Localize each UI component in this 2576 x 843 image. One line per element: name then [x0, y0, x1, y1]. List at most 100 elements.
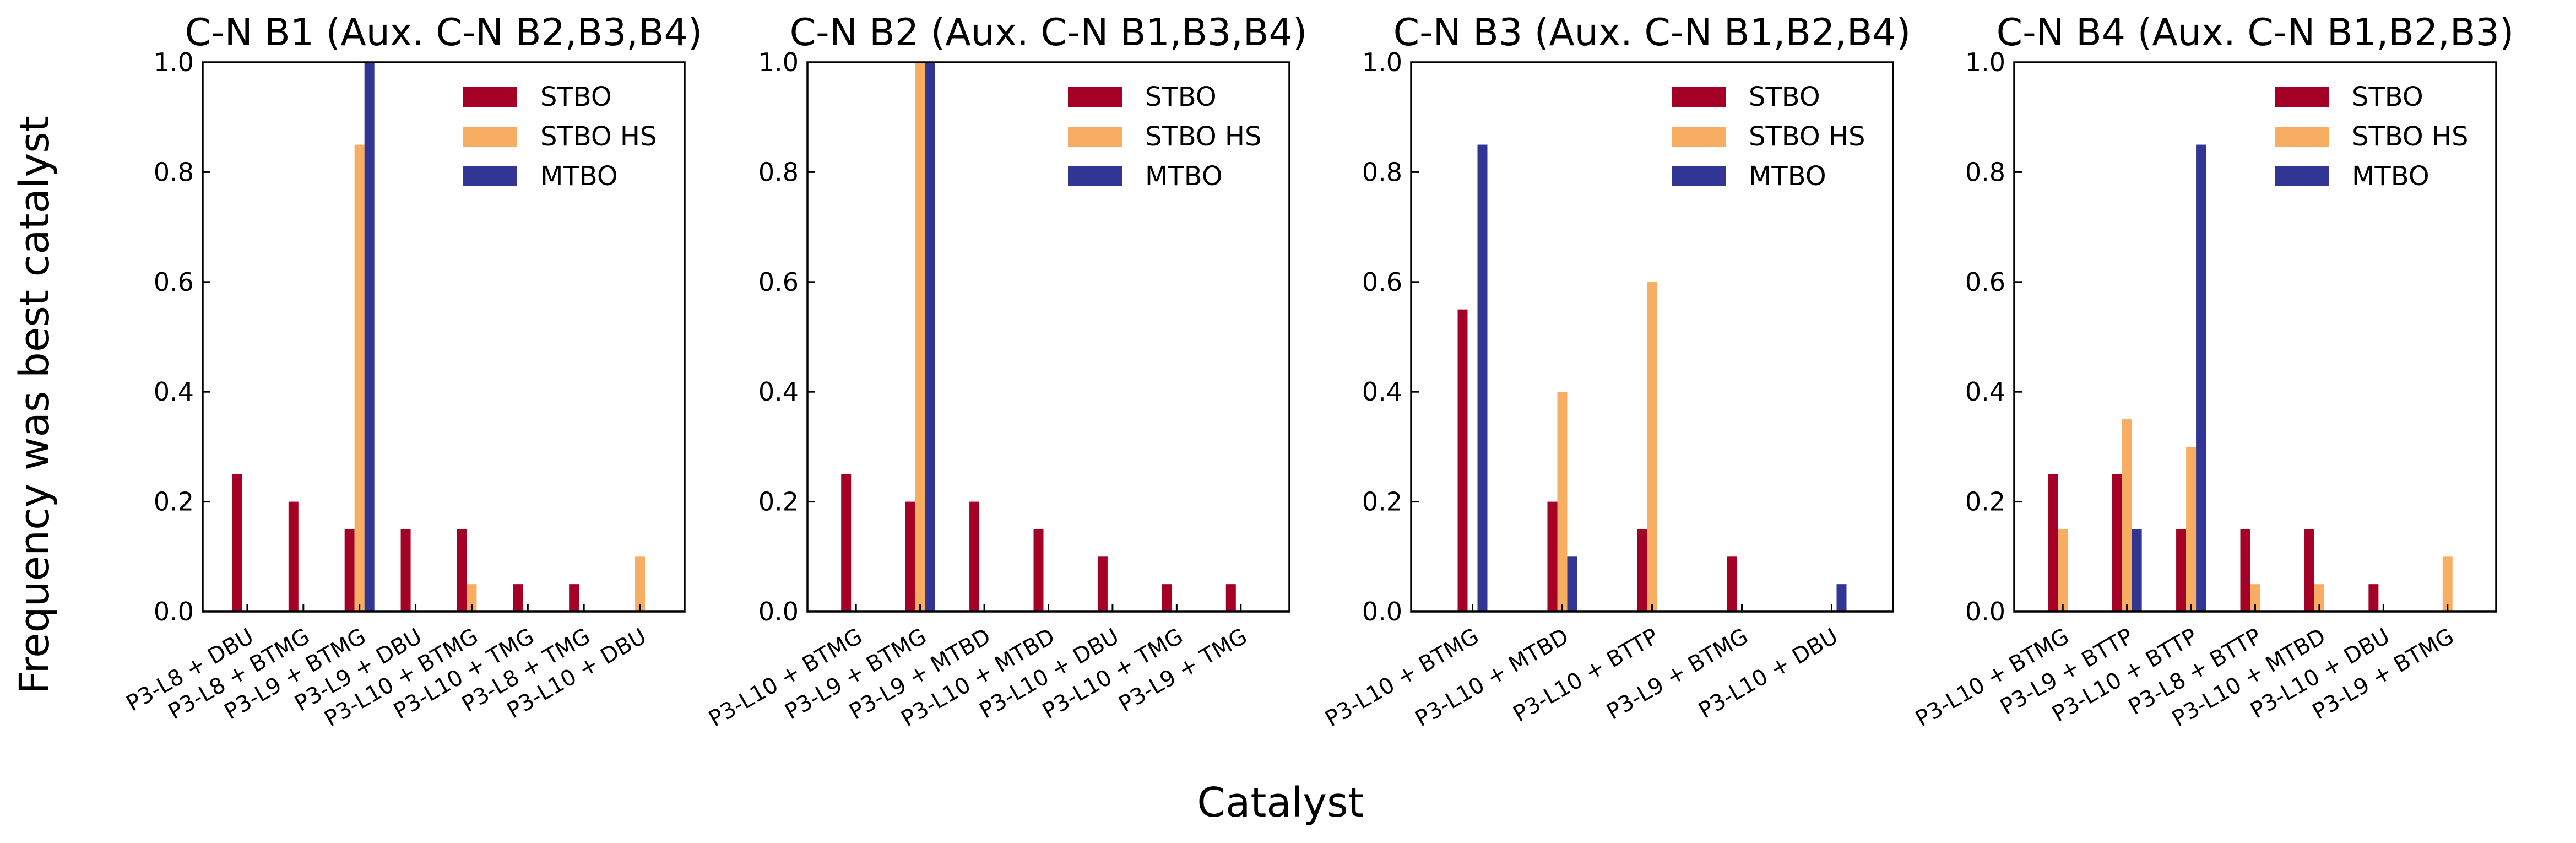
legend-label: MTBO [2352, 161, 2429, 192]
legend-label: STBO HS [1749, 121, 1865, 152]
y-tick-label: 0.2 [1965, 487, 2005, 517]
bar-stbo-hs [2250, 584, 2260, 612]
bar-stbo-hs [467, 584, 477, 612]
bar-stbo-hs [354, 144, 365, 612]
plot-frame [1410, 61, 1894, 613]
legend-swatch [2275, 166, 2329, 186]
bar-stbo [841, 474, 852, 612]
legend: STBO STBO HS MTBO [2275, 82, 2468, 192]
y-tick-label: 0.4 [154, 377, 194, 407]
legend-swatch [463, 127, 517, 147]
bar-stbo [1097, 556, 1108, 612]
legend-label: STBO [1749, 82, 1820, 112]
plot-frame [806, 61, 1290, 613]
bar-mtbo [1477, 144, 1488, 612]
plot-frame [202, 61, 686, 613]
bar-stbo [344, 529, 355, 612]
y-tick-label: 0.0 [154, 597, 194, 626]
legend-swatch [1068, 166, 1122, 186]
bar-stbo [969, 501, 980, 612]
bar-mtbo [1836, 584, 1847, 612]
bar-stbo [2304, 529, 2314, 612]
y-tick-label: 1.0 [154, 47, 194, 77]
bar-stbo-hs [2314, 584, 2324, 612]
y-tick-label: 0.8 [154, 157, 194, 187]
y-tick-label: 0.6 [1362, 267, 1402, 297]
y-tick-label: 0.6 [154, 267, 194, 297]
legend-label: STBO HS [1145, 121, 1261, 152]
y-tick-label: 0.2 [758, 487, 799, 517]
legend-label: STBO [1145, 82, 1217, 112]
bar-stbo-hs [635, 556, 646, 612]
chart-title: C-N B1 (Aux. C-N B2,B3,B4) [185, 11, 703, 55]
bar-mtbo [1567, 556, 1577, 612]
y-tick-label: 0.0 [758, 597, 799, 626]
y-tick-label: 0.4 [1362, 377, 1402, 407]
bar-stbo [569, 584, 579, 612]
bar-stbo-hs [2442, 556, 2453, 612]
bar-stbo [2368, 584, 2379, 612]
y-tick-label: 1.0 [1965, 47, 2005, 77]
bar-stbo-hs [1557, 392, 1568, 612]
bar-stbo [1547, 501, 1558, 612]
y-tick-label: 0.6 [758, 267, 799, 297]
bar-stbo [232, 474, 242, 612]
bar-mtbo [2132, 529, 2142, 612]
legend-label: MTBO [1749, 161, 1826, 192]
bar-stbo-hs [2186, 446, 2197, 612]
chart-title: C-N B3 (Aux. C-N B1,B2,B4) [1393, 11, 1911, 55]
legend-swatch [1672, 127, 1726, 147]
bar-mtbo [2196, 144, 2206, 612]
bar-stbo [1457, 309, 1468, 612]
bar-stbo [457, 529, 467, 612]
bar-stbo [1033, 529, 1044, 612]
y-tick-label: 1.0 [758, 47, 799, 77]
legend-swatch [463, 87, 517, 107]
y-tick-label: 0.8 [1965, 157, 2005, 187]
legend-swatch [1672, 166, 1726, 186]
bar-stbo [1162, 584, 1172, 612]
legend-swatch [463, 166, 517, 186]
legend-swatch [2275, 87, 2329, 107]
bar-stbo [2240, 529, 2250, 612]
bar-stbo [2112, 474, 2122, 612]
bar-stbo [1225, 584, 1236, 612]
y-tick-label: 0.2 [1362, 487, 1402, 517]
legend: STBO STBO HS MTBO [463, 82, 657, 192]
bar-mtbo [364, 62, 375, 612]
y-tick-label: 0.6 [1965, 267, 2005, 297]
legend-swatch [1068, 127, 1122, 147]
y-tick-label: 0.0 [1362, 597, 1402, 626]
bar-stbo [513, 584, 523, 612]
bar-stbo-hs [2058, 529, 2068, 612]
figure-x-axis-label: Catalyst [1197, 779, 1364, 826]
bar-stbo [2048, 474, 2058, 612]
legend-label: STBO HS [540, 121, 657, 152]
bar-stbo-hs [1647, 282, 1657, 612]
bar-stbo-hs [915, 62, 925, 612]
bar-stbo [288, 501, 299, 612]
chart-title: C-N B2 (Aux. C-N B1,B3,B4) [790, 11, 1308, 55]
legend-label: STBO [540, 82, 612, 112]
legend-label: MTBO [540, 161, 618, 192]
bar-stbo [905, 501, 915, 612]
legend-label: MTBO [1145, 161, 1223, 192]
legend-swatch [1068, 87, 1122, 107]
legend-swatch [1672, 87, 1726, 107]
bar-stbo [1727, 556, 1737, 612]
plot-frame [2013, 61, 2497, 613]
legend-label: STBO [2352, 82, 2423, 112]
legend: STBO STBO HS MTBO [1672, 82, 1865, 192]
bar-stbo [1637, 529, 1647, 612]
y-tick-label: 0.8 [1362, 157, 1402, 187]
legend-swatch [2275, 127, 2329, 147]
y-tick-label: 0.8 [758, 157, 799, 187]
legend-label: STBO HS [2352, 121, 2468, 152]
y-tick-label: 0.4 [758, 377, 799, 407]
bar-stbo [400, 529, 411, 612]
y-tick-label: 1.0 [1362, 47, 1402, 77]
bar-mtbo [925, 62, 935, 612]
chart-title: C-N B4 (Aux. C-N B1,B2,B3) [1997, 11, 2514, 55]
bar-stbo [2176, 529, 2187, 612]
